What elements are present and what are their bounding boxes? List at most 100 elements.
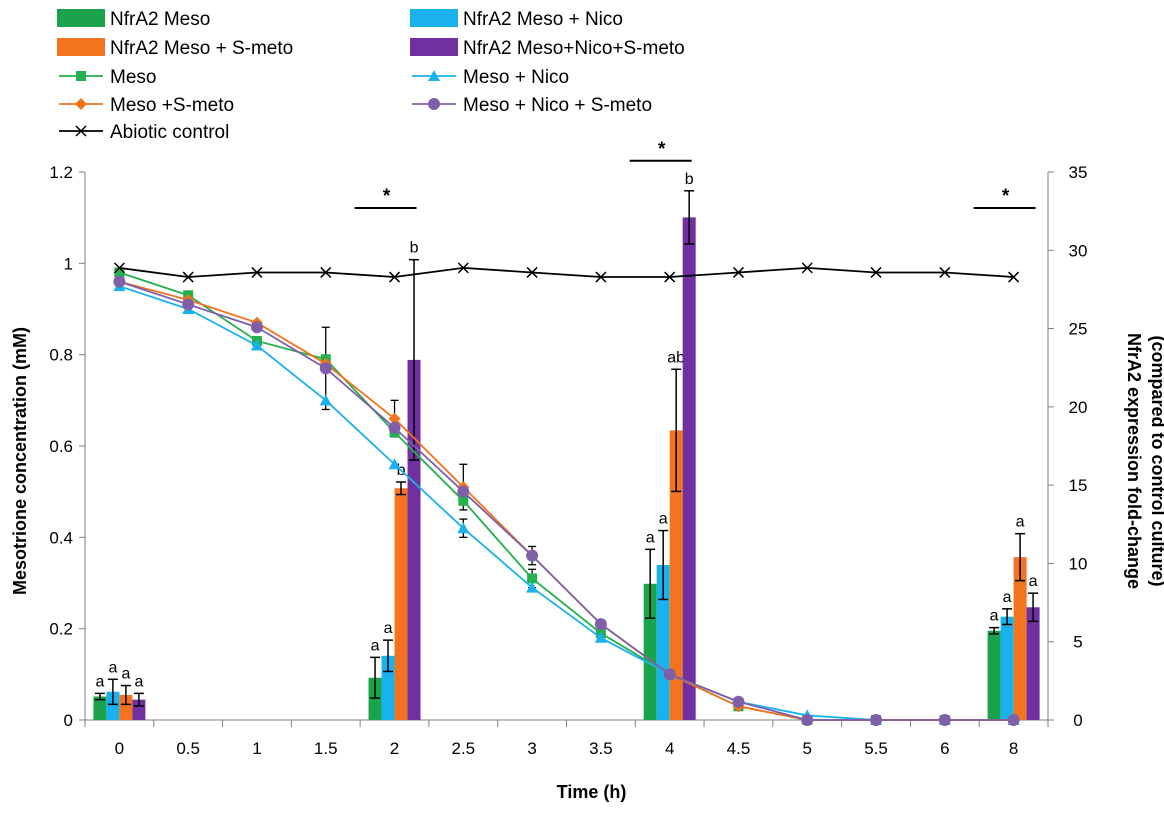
bar <box>106 691 120 720</box>
bar <box>987 630 1001 720</box>
data-point <box>320 266 332 278</box>
data-point <box>388 412 401 425</box>
x-tick-label: 2 <box>390 739 399 758</box>
right-tick-label: 0 <box>1073 711 1082 730</box>
significance-letter: a <box>95 673 104 690</box>
data-point <box>250 321 263 334</box>
data-point <box>182 298 195 311</box>
data-point <box>527 573 538 584</box>
legend-swatch <box>410 38 458 56</box>
left-tick-label: 0 <box>64 711 73 730</box>
significance-letter: a <box>659 511 668 528</box>
data-point <box>250 339 263 351</box>
data-point <box>458 495 469 506</box>
data-point <box>1007 714 1020 726</box>
right-tick-label: 30 <box>1069 241 1088 260</box>
data-point <box>114 267 125 278</box>
x-tick-label: 3.5 <box>589 739 613 758</box>
bar <box>93 696 107 720</box>
data-point <box>938 714 951 726</box>
left-tick-label: 1.2 <box>49 163 73 182</box>
data-point <box>526 549 539 562</box>
bar <box>1000 616 1014 720</box>
data-point <box>664 271 676 283</box>
bar <box>669 430 683 720</box>
data-point <box>251 266 263 278</box>
bar <box>132 699 146 720</box>
legend-label: Abiotic control <box>110 122 229 143</box>
data-point <box>732 695 745 708</box>
right-axis-title: NfrA2 expression fold-change <box>1124 333 1144 589</box>
legend-label: Meso + Nico <box>463 67 569 88</box>
legend-marker <box>428 70 440 81</box>
series-line <box>119 285 1014 721</box>
significance-letter: a <box>1029 573 1038 590</box>
legend-label: NfrA2 Meso+Nico+S-meto <box>463 38 685 59</box>
x-tick-label: 1 <box>252 739 261 758</box>
data-point <box>594 631 607 643</box>
significance-letter: b <box>685 171 694 188</box>
bar <box>682 217 696 721</box>
data-point <box>595 271 607 283</box>
bar <box>394 488 408 720</box>
right-tick-label: 20 <box>1069 398 1088 417</box>
significance-letter: a <box>646 529 655 546</box>
significance-star: * <box>658 139 666 160</box>
x-tick-label: 5.5 <box>864 739 888 758</box>
data-point <box>388 421 401 434</box>
x-tick-label: 0 <box>115 739 124 758</box>
x-tick-label: 2.5 <box>452 739 476 758</box>
data-point <box>870 714 883 726</box>
data-point <box>457 262 469 274</box>
left-tick-label: 0.6 <box>49 437 73 456</box>
data-point <box>526 581 539 593</box>
x-tick-label: 4 <box>665 739 674 758</box>
legend-marker <box>76 71 86 81</box>
right-tick-label: 10 <box>1069 554 1088 573</box>
data-point <box>939 266 951 278</box>
bar <box>1013 557 1027 720</box>
data-point <box>182 271 194 283</box>
data-point <box>319 394 332 406</box>
data-point <box>801 714 814 726</box>
bar <box>1026 607 1040 720</box>
legend-label: Meso +S-meto <box>110 95 234 116</box>
series-line <box>119 266 1014 278</box>
significance-letter: a <box>990 608 999 625</box>
series-line <box>119 280 1014 721</box>
legend-swatch <box>57 9 105 27</box>
legend-marker <box>75 125 87 137</box>
significance-letter: a <box>371 637 380 654</box>
bar <box>368 677 382 720</box>
data-point <box>319 362 332 375</box>
legend-swatch <box>410 9 458 27</box>
x-tick-label: 3 <box>527 739 536 758</box>
right-tick-label: 25 <box>1069 320 1088 339</box>
significance-star: * <box>383 186 391 207</box>
left-tick-label: 0.8 <box>49 346 73 365</box>
x-tick-label: 5 <box>803 739 812 758</box>
left-tick-label: 0.2 <box>49 620 73 639</box>
x-tick-label: 4.5 <box>727 739 751 758</box>
left-tick-label: 1 <box>64 254 73 273</box>
data-point <box>389 271 401 283</box>
right-tick-label: 5 <box>1073 633 1082 652</box>
significance-letter: a <box>108 659 117 676</box>
bar <box>656 564 670 720</box>
right-axis-subtitle: (compared to control culture) <box>1148 335 1164 586</box>
bar <box>119 694 133 720</box>
data-point <box>457 485 470 498</box>
legend-label: NfrA2 Meso <box>110 9 210 30</box>
data-point <box>870 266 882 278</box>
significance-star: * <box>1002 186 1010 207</box>
data-point <box>113 275 126 288</box>
significance-letter: a <box>1003 589 1012 606</box>
significance-letter: a <box>121 666 130 683</box>
data-point <box>113 262 125 274</box>
legend-swatch <box>57 38 105 56</box>
data-point <box>457 522 470 534</box>
data-point <box>388 458 401 470</box>
legend-label: Meso + Nico + S-meto <box>463 95 652 116</box>
legend-marker <box>75 98 87 110</box>
